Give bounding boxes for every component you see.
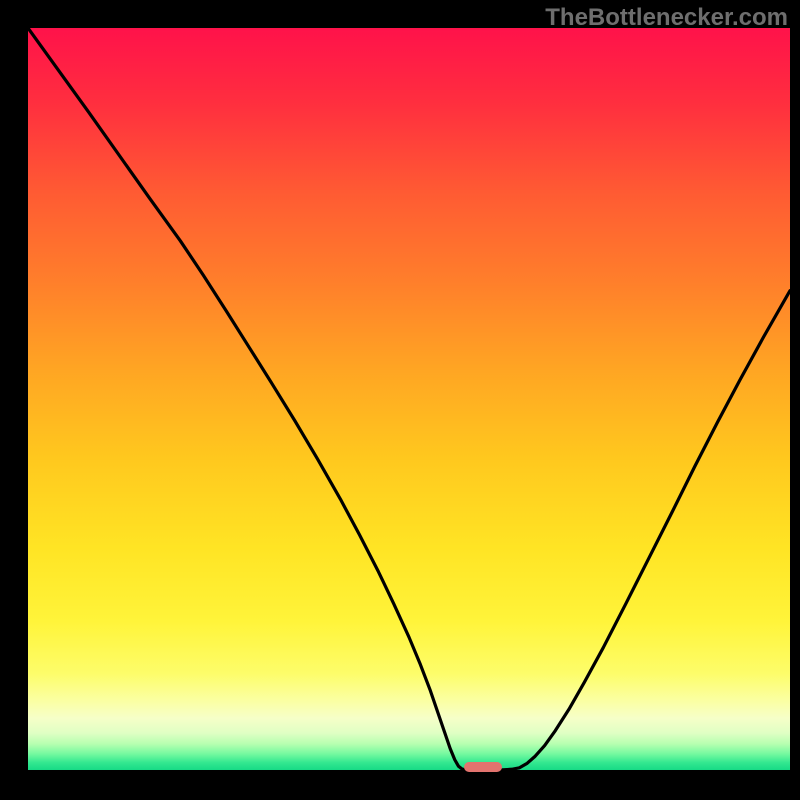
optimal-marker (464, 762, 502, 772)
bottleneck-curve (28, 28, 790, 770)
plot-area (28, 28, 790, 770)
bottleneck-chart: TheBottlenecker.com (0, 0, 800, 800)
watermark-label: TheBottlenecker.com (545, 4, 788, 32)
